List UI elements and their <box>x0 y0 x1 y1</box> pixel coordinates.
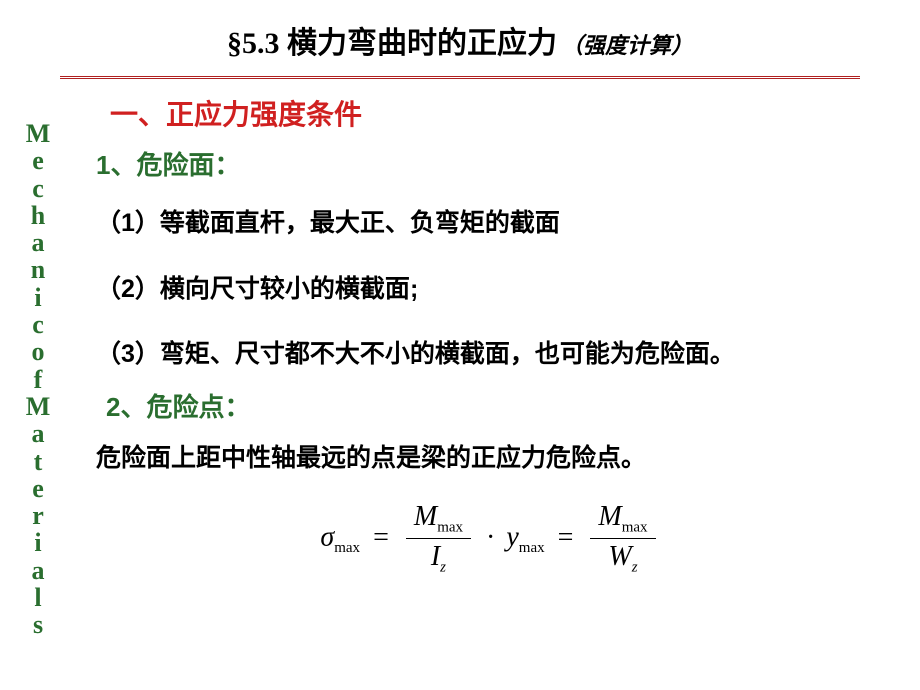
title-section: §5.3 横力弯曲时的正应力 <box>227 27 557 60</box>
vertical-label: Mechanic of Materials <box>24 120 52 639</box>
point-4: 危险面上距中性轴最远的点是梁的正应力危险点。 <box>96 438 890 481</box>
formula-sigma-max: σmax = Mmax Iz · ymax = Mmax Wz <box>90 502 890 576</box>
content-area: 一、正应力强度条件 1、危险面： （1）等截面直杆，最大正、负弯矩的截面 （2）… <box>90 93 890 576</box>
point-1: （1）等截面直杆，最大正、负弯矩的截面 <box>96 200 890 248</box>
point-3: （3）弯矩、尺寸都不大不小的横截面，也可能为危险面。 <box>96 331 890 379</box>
point-2: （2）横向尺寸较小的横截面; <box>96 266 890 314</box>
subheading-1: 1、危险面： <box>96 145 890 182</box>
subheading-2: 2、危险点： <box>106 387 890 424</box>
title-subtitle: （强度计算） <box>561 33 693 58</box>
slide-title: §5.3 横力弯曲时的正应力 （强度计算） <box>0 0 920 62</box>
title-divider <box>60 76 860 79</box>
heading-level1: 一、正应力强度条件 <box>110 93 890 133</box>
